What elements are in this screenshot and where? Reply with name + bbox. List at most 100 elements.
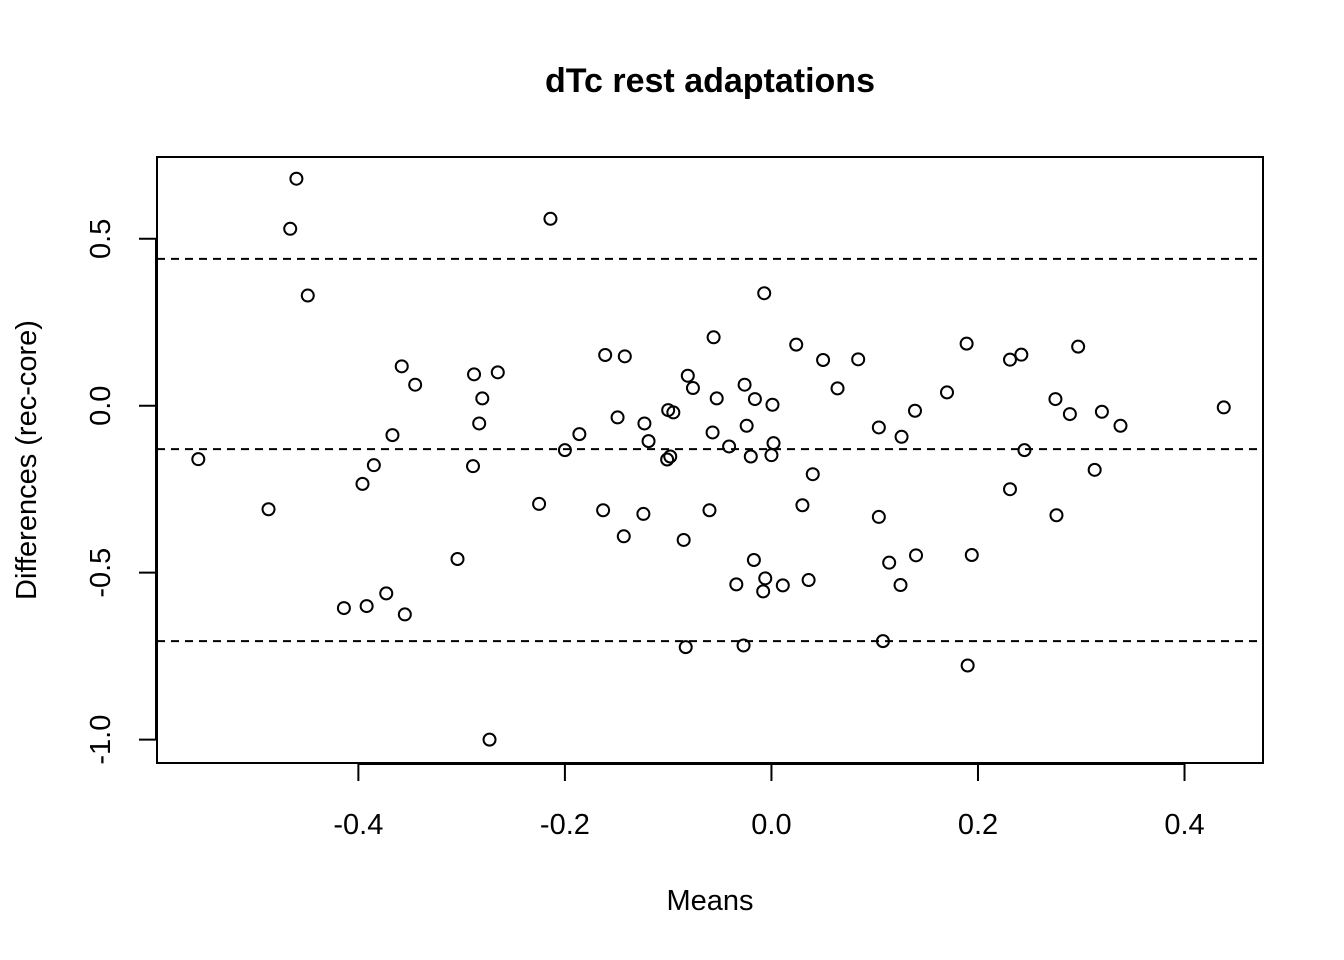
data-point <box>1017 443 1032 458</box>
data-point <box>746 552 761 567</box>
data-point <box>1087 462 1102 477</box>
data-point <box>805 467 820 482</box>
data-point <box>882 555 897 570</box>
data-point <box>1071 339 1086 354</box>
data-point <box>596 503 611 518</box>
y-axis: -1.0 -0.5 0.0 0.5 <box>85 219 157 765</box>
data-point <box>379 586 394 601</box>
data-point <box>1048 392 1063 407</box>
x-tick-label: 0.2 <box>958 809 998 841</box>
data-point <box>739 418 754 433</box>
data-point <box>355 476 370 491</box>
x-axis-label: Means <box>666 885 753 917</box>
data-point <box>475 391 490 406</box>
data-point <box>893 578 908 593</box>
data-point <box>765 397 780 412</box>
data-point <box>191 452 206 467</box>
data-point <box>466 459 480 474</box>
data-point <box>685 381 700 396</box>
data-point <box>756 584 771 599</box>
data-point <box>940 385 954 400</box>
data-point <box>1049 508 1064 523</box>
data-point <box>385 428 400 443</box>
reference-lines <box>157 257 1263 643</box>
data-point <box>617 349 632 364</box>
data-point <box>616 529 631 544</box>
x-axis: -0.4 -0.2 0.0 0.2 0.4 <box>333 763 1205 841</box>
data-point <box>467 367 482 382</box>
x-tick-label: 0.4 <box>1164 809 1204 841</box>
data-point <box>871 509 886 524</box>
y-tick-label: -1.0 <box>85 715 117 765</box>
data-point <box>1216 400 1231 415</box>
y-tick-label: -0.5 <box>85 548 117 598</box>
data-point <box>482 732 497 747</box>
data-point <box>709 391 724 406</box>
data-point <box>660 452 675 467</box>
data-point <box>637 416 652 431</box>
data-point <box>894 429 909 444</box>
data-point <box>816 353 831 368</box>
data-point <box>801 573 816 588</box>
data-point <box>532 496 547 511</box>
data-point <box>1002 482 1017 497</box>
data-point <box>336 601 351 616</box>
data-point <box>789 337 804 352</box>
data-point <box>1113 418 1128 433</box>
data-point <box>871 420 886 435</box>
data-point <box>706 330 721 345</box>
data-point <box>598 347 613 362</box>
data-point <box>964 547 979 562</box>
data-point <box>610 410 625 425</box>
y-axis-label: Differences (rec-core) <box>11 320 43 600</box>
data-point <box>743 449 758 464</box>
data-point <box>722 439 737 454</box>
data-point <box>641 434 656 449</box>
plot-frame <box>156 156 1264 764</box>
y-tick-label: 0.0 <box>85 386 117 426</box>
data-point <box>907 403 922 418</box>
data-points <box>191 171 1231 747</box>
data-point <box>757 286 772 301</box>
data-point <box>366 458 381 473</box>
data-point <box>1014 347 1029 362</box>
data-point <box>909 548 924 563</box>
data-point <box>959 336 974 351</box>
data-point <box>736 638 751 653</box>
data-point <box>289 171 304 186</box>
data-point <box>676 532 691 547</box>
chart-title: dTc rest adaptations <box>545 62 875 100</box>
data-point <box>775 578 790 593</box>
data-point <box>1062 407 1077 422</box>
data-point <box>572 427 587 442</box>
data-point <box>397 607 412 622</box>
data-point <box>543 211 558 226</box>
data-point <box>705 425 720 440</box>
data-point <box>1002 352 1017 367</box>
data-point <box>960 658 975 673</box>
data-point <box>1094 404 1109 419</box>
data-point <box>737 377 752 392</box>
data-point <box>663 449 678 464</box>
data-point <box>758 571 773 586</box>
data-point <box>450 551 465 566</box>
data-point <box>702 503 717 518</box>
data-point <box>795 498 810 513</box>
data-point <box>490 365 505 380</box>
y-tick-label: 0.5 <box>85 219 117 259</box>
x-tick-label: -0.2 <box>540 809 590 841</box>
data-point <box>557 443 572 458</box>
x-tick-label: 0.0 <box>751 809 791 841</box>
data-point <box>764 448 779 463</box>
data-point <box>472 416 487 431</box>
data-point <box>851 352 866 367</box>
data-point <box>261 502 276 517</box>
data-point <box>680 368 695 383</box>
data-point <box>666 405 681 420</box>
data-point <box>408 377 423 392</box>
data-point <box>875 634 890 649</box>
data-point <box>729 577 744 592</box>
data-point <box>678 640 693 655</box>
data-point <box>283 221 298 236</box>
